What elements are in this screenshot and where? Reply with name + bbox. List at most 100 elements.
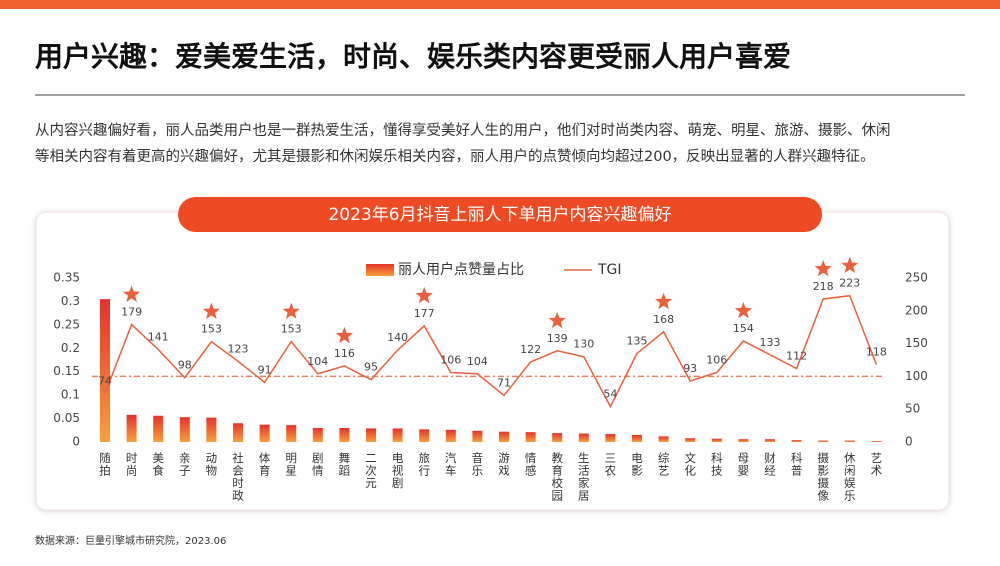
bar: [499, 431, 509, 442]
bar: [791, 440, 802, 442]
data-label: 168: [653, 313, 674, 326]
tgi-line: [104, 294, 878, 409]
data-label: 218: [813, 280, 834, 293]
bar: [206, 417, 217, 442]
y-tick-label: 0: [72, 435, 80, 449]
chart-banner: [178, 197, 822, 232]
legend-label: TGI: [597, 262, 622, 278]
bar: [312, 427, 323, 442]
highlight-star: [415, 286, 433, 304]
data-label: 112: [786, 350, 807, 363]
y2-tick-label: 0: [905, 435, 913, 449]
bar: [525, 432, 536, 442]
data-label: 177: [414, 307, 435, 320]
data-label: 179: [121, 306, 142, 319]
x-tick-label: 生活家居: [577, 451, 591, 502]
y2-tick-label: 50: [905, 402, 920, 416]
bar: [339, 427, 350, 442]
highlight-star: [123, 285, 141, 302]
x-tick-label: 科技: [710, 451, 724, 477]
data-label: 95: [364, 361, 378, 374]
x-tick-label: 音乐: [470, 451, 484, 477]
data-label: 133: [760, 336, 781, 349]
x-tick-label: 体育: [258, 451, 272, 477]
bar: [765, 439, 775, 442]
y-tick-label: 0.15: [53, 364, 80, 378]
y-tick-label: 0.2: [61, 341, 80, 355]
bar: [419, 429, 430, 442]
data-label: 153: [281, 323, 302, 336]
bar: [233, 423, 243, 442]
source: 数据来源：巨量引擎城市研究院，2023.06: [35, 534, 226, 547]
highlight-star: [814, 260, 832, 277]
x-tick-label: 旅行: [417, 451, 431, 477]
y-tick-label: 0.1: [61, 388, 80, 402]
y-tick-label: 0.25: [53, 317, 80, 331]
bar: [472, 430, 483, 442]
data-label: 71: [497, 376, 511, 389]
highlight-star: [655, 292, 673, 310]
data-label: 74: [98, 374, 112, 387]
x-tick-label: 舞蹈: [337, 452, 351, 477]
bar: [392, 428, 403, 442]
x-tick-label: 科普: [790, 451, 804, 477]
data-label: 141: [148, 331, 169, 344]
x-tick-label: 情感: [524, 452, 538, 477]
bar: [100, 299, 110, 442]
bar: [818, 440, 829, 442]
data-label: 104: [307, 355, 328, 368]
data-label: 54: [603, 388, 617, 401]
data-label: 116: [334, 347, 355, 360]
bar: [366, 428, 376, 442]
data-label: 118: [866, 346, 887, 359]
bar: [605, 434, 616, 442]
x-tick-label: 教育校园: [550, 451, 564, 502]
data-label: 135: [627, 334, 648, 347]
highlight-star: [734, 302, 752, 319]
y2-tick-label: 200: [905, 303, 928, 317]
legend-label: 丽人用户点赞量占比: [398, 261, 524, 278]
bar: [685, 438, 696, 442]
x-tick-label: 明星: [284, 452, 298, 477]
x-tick-label: 社会时政: [231, 451, 245, 502]
bar: [259, 424, 270, 442]
x-tick-label: 剧情: [311, 451, 325, 477]
bar: [552, 433, 563, 442]
chart-panel: [35, 211, 950, 511]
highlight-star: [335, 326, 353, 344]
x-tick-label: 随拍: [98, 451, 112, 477]
bar: [658, 436, 669, 442]
data-label: 122: [520, 343, 541, 356]
x-tick-label: 电影: [630, 452, 644, 477]
bar: [179, 417, 190, 442]
x-tick-label: 母婴: [736, 452, 750, 477]
y2-tick-label: 100: [905, 369, 928, 383]
highlight-star: [282, 302, 300, 319]
data-label: 106: [706, 353, 727, 366]
bar: [738, 439, 749, 442]
highlight-star: [548, 311, 566, 329]
data-label: 223: [839, 277, 860, 290]
x-tick-label: 汽车: [444, 451, 458, 477]
paragraph-line: 从内容兴趣偏好看，丽人品类用户也是一群热爱生活，懂得享受美好人生的用户，他们对时…: [35, 122, 891, 139]
page-title: 用户兴趣：爱美爱生活，时尚、娱乐类内容更受丽人用户喜爱: [35, 40, 791, 73]
x-tick-label: 电视剧: [391, 452, 405, 490]
bar: [153, 415, 164, 442]
data-label: 130: [573, 338, 594, 351]
x-tick-label: 综艺: [657, 451, 671, 477]
data-label: 153: [201, 323, 222, 336]
bar: [632, 434, 642, 442]
data-label: 104: [467, 355, 488, 368]
x-tick-label: 二次元: [364, 452, 378, 490]
chart-title: 2023年6月抖音上丽人下单用户内容兴趣偏好: [328, 205, 671, 225]
x-tick-label: 动物: [204, 452, 218, 477]
x-tick-label: 休闲娱乐: [843, 452, 857, 502]
data-label: 154: [733, 322, 754, 335]
y2-tick-label: 150: [905, 336, 928, 350]
x-tick-label: 财经: [763, 451, 777, 477]
data-label: 123: [228, 342, 249, 355]
bar: [871, 441, 882, 442]
bar: [844, 440, 855, 442]
